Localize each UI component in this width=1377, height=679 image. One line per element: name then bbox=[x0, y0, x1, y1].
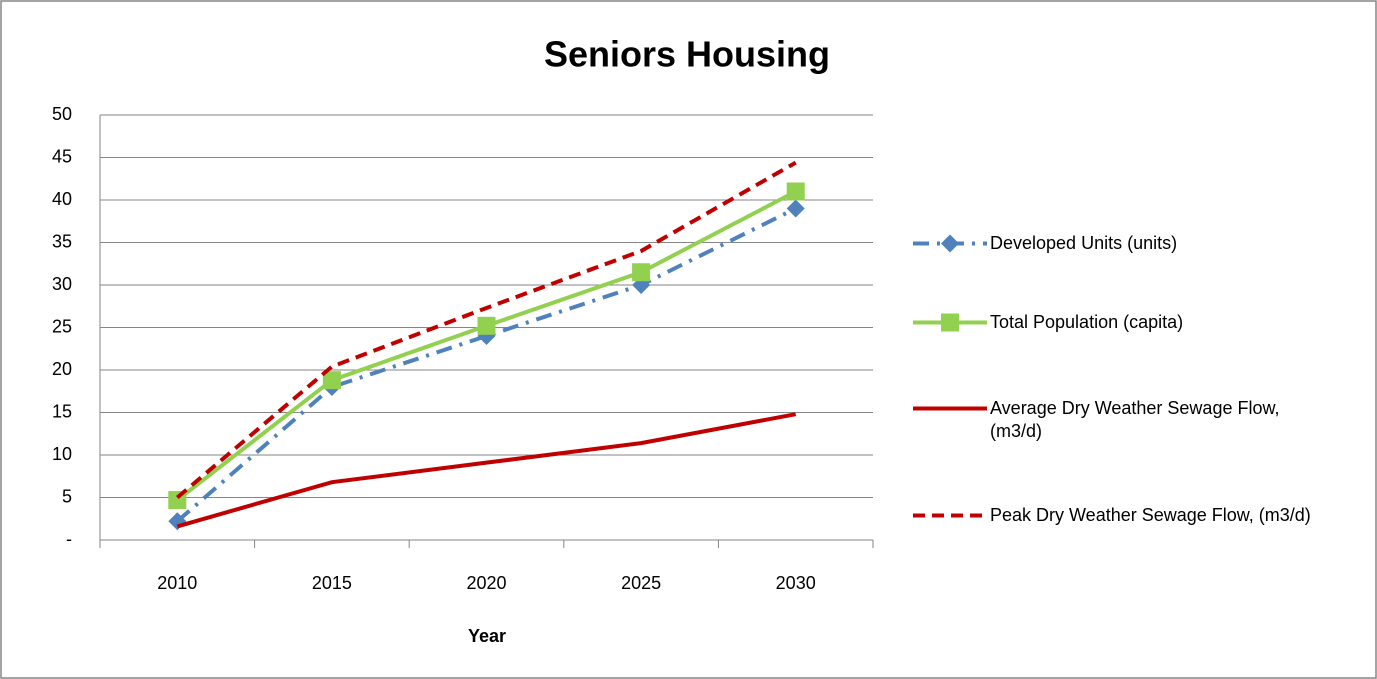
y-tick-label: - bbox=[66, 529, 72, 549]
x-axis-label: Year bbox=[468, 626, 506, 646]
x-tick-label: 2030 bbox=[776, 573, 816, 593]
data-point bbox=[786, 199, 805, 218]
data-point bbox=[632, 263, 651, 282]
y-tick-label: 40 bbox=[52, 189, 72, 209]
x-tick-label: 2010 bbox=[157, 573, 197, 593]
point-marker bbox=[941, 234, 959, 253]
chart-title: Seniors Housing bbox=[544, 34, 830, 75]
legend-item: Total Population (capita) bbox=[912, 311, 1352, 334]
legend-swatch bbox=[913, 406, 987, 411]
legend-item: Developed Units (units) bbox=[912, 232, 1352, 255]
y-tick-label: 5 bbox=[62, 486, 72, 506]
legend-item: Peak Dry Weather Sewage Flow, (m3/d) bbox=[912, 504, 1352, 527]
data-point bbox=[477, 316, 496, 335]
x-tick-label: 2025 bbox=[621, 573, 661, 593]
legend-swatch bbox=[913, 513, 987, 518]
x-tick-label: 2020 bbox=[466, 573, 506, 593]
y-tick-label: 30 bbox=[52, 274, 72, 294]
y-tick-label: 50 bbox=[52, 104, 72, 124]
legend-item: Average Dry Weather Sewage Flow, (m3/d) bbox=[912, 397, 1352, 443]
legend-label: Average Dry Weather Sewage Flow, (m3/d) bbox=[990, 398, 1280, 441]
legend-label: Developed Units (units) bbox=[990, 233, 1178, 253]
legend-swatch bbox=[913, 234, 987, 253]
series-line bbox=[176, 412, 797, 529]
legend-swatch bbox=[913, 313, 987, 332]
legend-label: Peak Dry Weather Sewage Flow, (m3/d) bbox=[990, 505, 1311, 525]
y-tick-label: 45 bbox=[52, 146, 72, 166]
legend-label: Total Population (capita) bbox=[990, 312, 1184, 332]
legend: Developed Units (units) Total Population … bbox=[912, 232, 1352, 527]
y-tick-label: 10 bbox=[52, 444, 72, 464]
y-tick-label: 35 bbox=[52, 231, 72, 251]
data-point bbox=[322, 371, 341, 390]
data-point bbox=[786, 182, 805, 201]
y-tick-label: 15 bbox=[52, 401, 72, 421]
point-marker bbox=[941, 313, 959, 332]
y-tick-label: 20 bbox=[52, 359, 72, 379]
y-tick-label: 25 bbox=[52, 316, 72, 336]
x-tick-label: 2015 bbox=[312, 573, 352, 593]
series-line bbox=[176, 160, 797, 500]
